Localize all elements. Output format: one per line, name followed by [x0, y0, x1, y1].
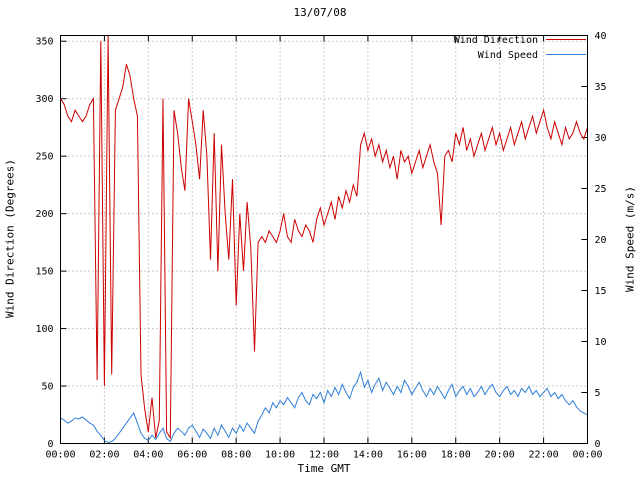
- x-tick-label: 16:00: [397, 450, 427, 461]
- x-tick-label: 12:00: [309, 450, 339, 461]
- x-tick-label: 22:00: [529, 450, 559, 461]
- left-tick-label: 250: [35, 152, 53, 163]
- right-tick-label: 5: [595, 388, 601, 399]
- right-tick-label: 0: [595, 439, 601, 450]
- x-tick-label: 00:00: [45, 450, 75, 461]
- right-tick-label: 20: [595, 235, 607, 246]
- x-axis-title: Time GMT: [297, 462, 351, 475]
- left-tick-label: 350: [35, 37, 53, 48]
- left-tick-label: 100: [35, 324, 53, 335]
- x-tick-label: 14:00: [353, 450, 383, 461]
- right-tick-label: 15: [595, 286, 607, 297]
- series-line-wind-direction: [60, 35, 588, 440]
- right-tick-label: 25: [595, 184, 607, 195]
- left-tick-label: 50: [41, 382, 53, 393]
- x-tick-label: 04:00: [133, 450, 163, 461]
- right-tick-label: 40: [595, 31, 607, 42]
- left-tick-label: 0: [47, 439, 53, 450]
- x-tick-label: 00:00: [572, 450, 602, 461]
- x-tick-label: 06:00: [177, 450, 207, 461]
- series-line-wind-speed: [60, 370, 588, 444]
- right-tick-label: 35: [595, 82, 607, 93]
- x-tick-label: 02:00: [89, 450, 119, 461]
- x-tick-label: 08:00: [221, 450, 251, 461]
- x-tick-label: 10:00: [265, 450, 295, 461]
- legend-label: Wind Direction: [454, 35, 538, 46]
- left-tick-label: 150: [35, 267, 53, 278]
- right-tick-label: 10: [595, 337, 607, 348]
- left-tick-label: 200: [35, 209, 53, 220]
- x-tick-label: 20:00: [485, 450, 515, 461]
- left-tick-label: 300: [35, 94, 53, 105]
- x-tick-label: 18:00: [441, 450, 471, 461]
- legend-label: Wind Speed: [478, 50, 538, 61]
- plot-border: [60, 35, 588, 444]
- right-tick-label: 30: [595, 133, 607, 144]
- chart-title: 13/07/08: [293, 6, 347, 19]
